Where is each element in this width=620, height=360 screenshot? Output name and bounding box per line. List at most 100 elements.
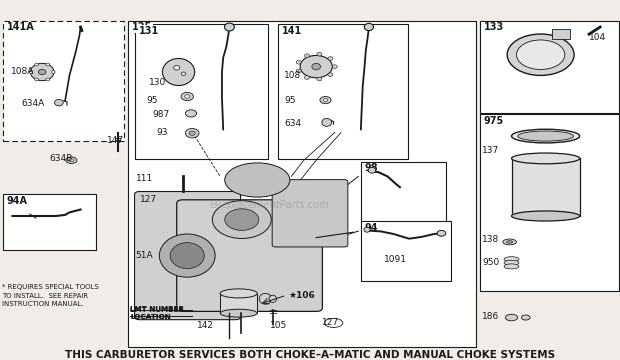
Text: 108A: 108A [11, 68, 35, 77]
Text: THIS CARBURETOR SERVICES BOTH CHOKE–A–MATIC AND MANUAL CHOKE SYSTEMS: THIS CARBURETOR SERVICES BOTH CHOKE–A–MA… [65, 350, 555, 360]
Ellipse shape [296, 69, 301, 73]
Bar [3, 21, 124, 141]
Ellipse shape [365, 23, 373, 31]
Ellipse shape [304, 54, 309, 58]
Ellipse shape [507, 34, 574, 76]
Text: ★106: ★106 [288, 291, 315, 300]
Bar [552, 29, 570, 39]
Ellipse shape [46, 78, 50, 81]
Text: 95: 95 [146, 95, 158, 104]
Ellipse shape [212, 201, 272, 238]
Text: 127: 127 [322, 318, 340, 327]
Text: 141: 141 [281, 26, 302, 36]
Text: 130: 130 [149, 78, 166, 87]
Ellipse shape [46, 63, 50, 66]
Ellipse shape [364, 227, 370, 232]
Ellipse shape [224, 23, 234, 31]
Text: 186: 186 [482, 312, 500, 321]
Bar [128, 21, 476, 347]
FancyBboxPatch shape [177, 200, 322, 311]
Text: LMT NUMBER
LOCATION: LMT NUMBER LOCATION [130, 307, 184, 320]
Ellipse shape [512, 153, 580, 164]
Ellipse shape [181, 72, 185, 76]
Ellipse shape [512, 211, 580, 221]
Text: 105: 105 [270, 321, 287, 330]
Text: 634B: 634B [50, 154, 73, 163]
Ellipse shape [304, 76, 309, 79]
Text: 94: 94 [365, 223, 378, 233]
Ellipse shape [504, 264, 519, 269]
Text: 1091: 1091 [384, 255, 407, 264]
Text: 133: 133 [484, 22, 504, 32]
Ellipse shape [51, 71, 55, 73]
Text: 131: 131 [139, 26, 159, 36]
Bar [278, 24, 408, 159]
Ellipse shape [38, 69, 46, 75]
Ellipse shape [185, 95, 190, 98]
Ellipse shape [317, 53, 322, 56]
Text: 127: 127 [140, 195, 157, 204]
Bar [3, 194, 96, 250]
Ellipse shape [300, 55, 332, 78]
Ellipse shape [35, 63, 38, 66]
Ellipse shape [322, 118, 332, 126]
Ellipse shape [516, 40, 565, 69]
Ellipse shape [55, 99, 63, 106]
Ellipse shape [185, 129, 199, 138]
FancyBboxPatch shape [135, 192, 241, 320]
Text: 104: 104 [589, 33, 606, 42]
Ellipse shape [189, 131, 195, 135]
Ellipse shape [312, 63, 321, 70]
Ellipse shape [69, 159, 74, 162]
Bar [480, 114, 619, 291]
Text: 108: 108 [284, 71, 301, 80]
Ellipse shape [30, 63, 54, 81]
Ellipse shape [224, 163, 290, 197]
Ellipse shape [66, 157, 77, 163]
Ellipse shape [437, 230, 446, 236]
Text: LMT NUMBER
LOCATION: LMT NUMBER LOCATION [130, 306, 184, 320]
Ellipse shape [162, 58, 195, 85]
Ellipse shape [328, 57, 333, 60]
Text: 950: 950 [482, 258, 500, 267]
Bar [512, 158, 580, 216]
Text: 98: 98 [365, 163, 378, 174]
Ellipse shape [324, 98, 328, 102]
Ellipse shape [224, 209, 259, 230]
Ellipse shape [368, 167, 376, 173]
Bar [135, 24, 268, 159]
Ellipse shape [220, 309, 257, 317]
Ellipse shape [296, 60, 301, 64]
Ellipse shape [220, 289, 257, 298]
Text: 111: 111 [136, 174, 154, 183]
Ellipse shape [29, 71, 33, 73]
Ellipse shape [159, 234, 215, 277]
Ellipse shape [170, 243, 204, 269]
Text: 95: 95 [284, 96, 296, 105]
Ellipse shape [174, 66, 180, 70]
Text: * REQUIRES SPECIAL TOOLS
TO INSTALL.  SEE REPAIR
INSTRUCTION MANUAL.: * REQUIRES SPECIAL TOOLS TO INSTALL. SEE… [2, 284, 99, 307]
Ellipse shape [504, 260, 519, 265]
Text: 142: 142 [197, 321, 214, 330]
Text: 138: 138 [482, 235, 500, 244]
Text: 94A: 94A [7, 196, 28, 206]
Ellipse shape [503, 239, 516, 245]
Ellipse shape [259, 293, 272, 304]
FancyBboxPatch shape [272, 180, 348, 247]
Text: 137: 137 [482, 146, 500, 155]
Ellipse shape [317, 77, 322, 81]
Bar [361, 162, 446, 225]
Ellipse shape [328, 73, 333, 76]
Text: 634A: 634A [22, 99, 45, 108]
Text: 634: 634 [284, 119, 301, 128]
Ellipse shape [320, 96, 331, 104]
Text: 141A: 141A [7, 22, 35, 32]
Ellipse shape [35, 78, 38, 81]
Ellipse shape [512, 129, 580, 143]
Ellipse shape [505, 314, 518, 321]
Text: eReplacementParts.com: eReplacementParts.com [210, 200, 329, 210]
Ellipse shape [185, 110, 197, 117]
Text: 51A: 51A [135, 251, 153, 260]
Text: 147: 147 [107, 136, 124, 145]
Ellipse shape [507, 241, 513, 243]
